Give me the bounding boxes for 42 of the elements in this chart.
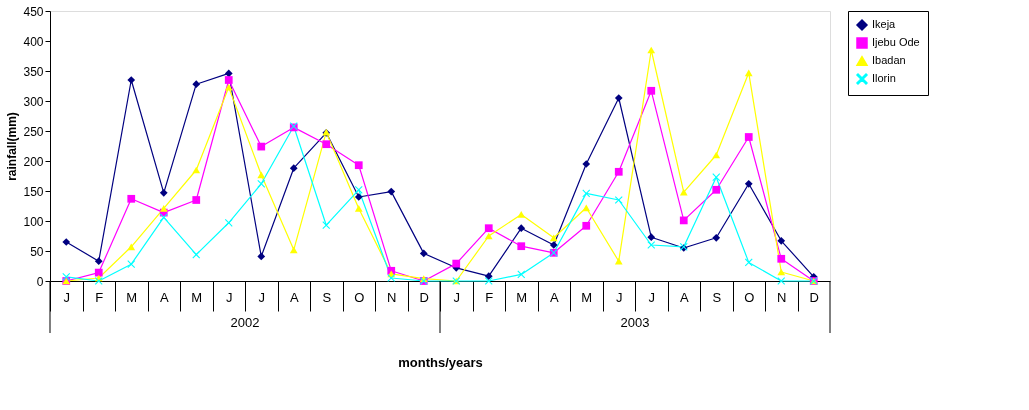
x-tick-label: M: [581, 289, 593, 305]
x-tick-label: A: [679, 289, 689, 305]
x-tick-label: J: [648, 289, 655, 305]
x-tick-label: J: [453, 289, 460, 305]
x-tick-label: F: [485, 289, 494, 305]
legend-label: Ibadan: [872, 54, 906, 66]
x-tick-label: M: [126, 289, 138, 305]
x-tick-label: J: [226, 289, 233, 305]
x-tick-label: J: [63, 289, 70, 305]
y-tick-label: 150: [23, 184, 44, 199]
text: 2003: [620, 315, 650, 330]
y-tick-label: 300: [23, 94, 44, 109]
x-tick-label: A: [289, 289, 299, 305]
y-tick-label: 0: [36, 274, 44, 289]
legend-label: Ilorin: [872, 72, 896, 84]
x-tick-label: A: [159, 289, 169, 305]
x-tick-label: M: [516, 289, 528, 305]
x-tick-label: S: [322, 289, 332, 305]
y-tick-label: 50: [30, 244, 44, 259]
x-tick-label: A: [549, 289, 559, 305]
x-tick-label: F: [95, 289, 104, 305]
x-tick-label: D: [419, 289, 429, 305]
x-tick-label: M: [191, 289, 203, 305]
y-tick-label: 350: [23, 64, 44, 79]
y-tick-label: 400: [23, 34, 44, 49]
y-tick-label: 450: [23, 4, 44, 19]
x-axis-title: months/years: [398, 355, 483, 370]
y-tick-label: 100: [23, 214, 44, 229]
x-tick-label: J: [258, 289, 265, 305]
x-tick-label: O: [354, 289, 365, 305]
x-tick-label: J: [616, 289, 623, 305]
y-tick-label: 200: [23, 154, 44, 169]
y-axis-title: rainfall(mm): [5, 112, 20, 181]
text: 2002: [230, 315, 260, 330]
x-tick-label: O: [744, 289, 755, 305]
x-tick-label: D: [809, 289, 819, 305]
x-tick-label: N: [777, 289, 787, 305]
x-tick-label: S: [712, 289, 722, 305]
legend-label: Ijebu Ode: [872, 36, 920, 48]
y-tick-label: 250: [23, 124, 44, 139]
legend-label: Ikeja: [872, 18, 897, 30]
x-tick-label: N: [387, 289, 397, 305]
